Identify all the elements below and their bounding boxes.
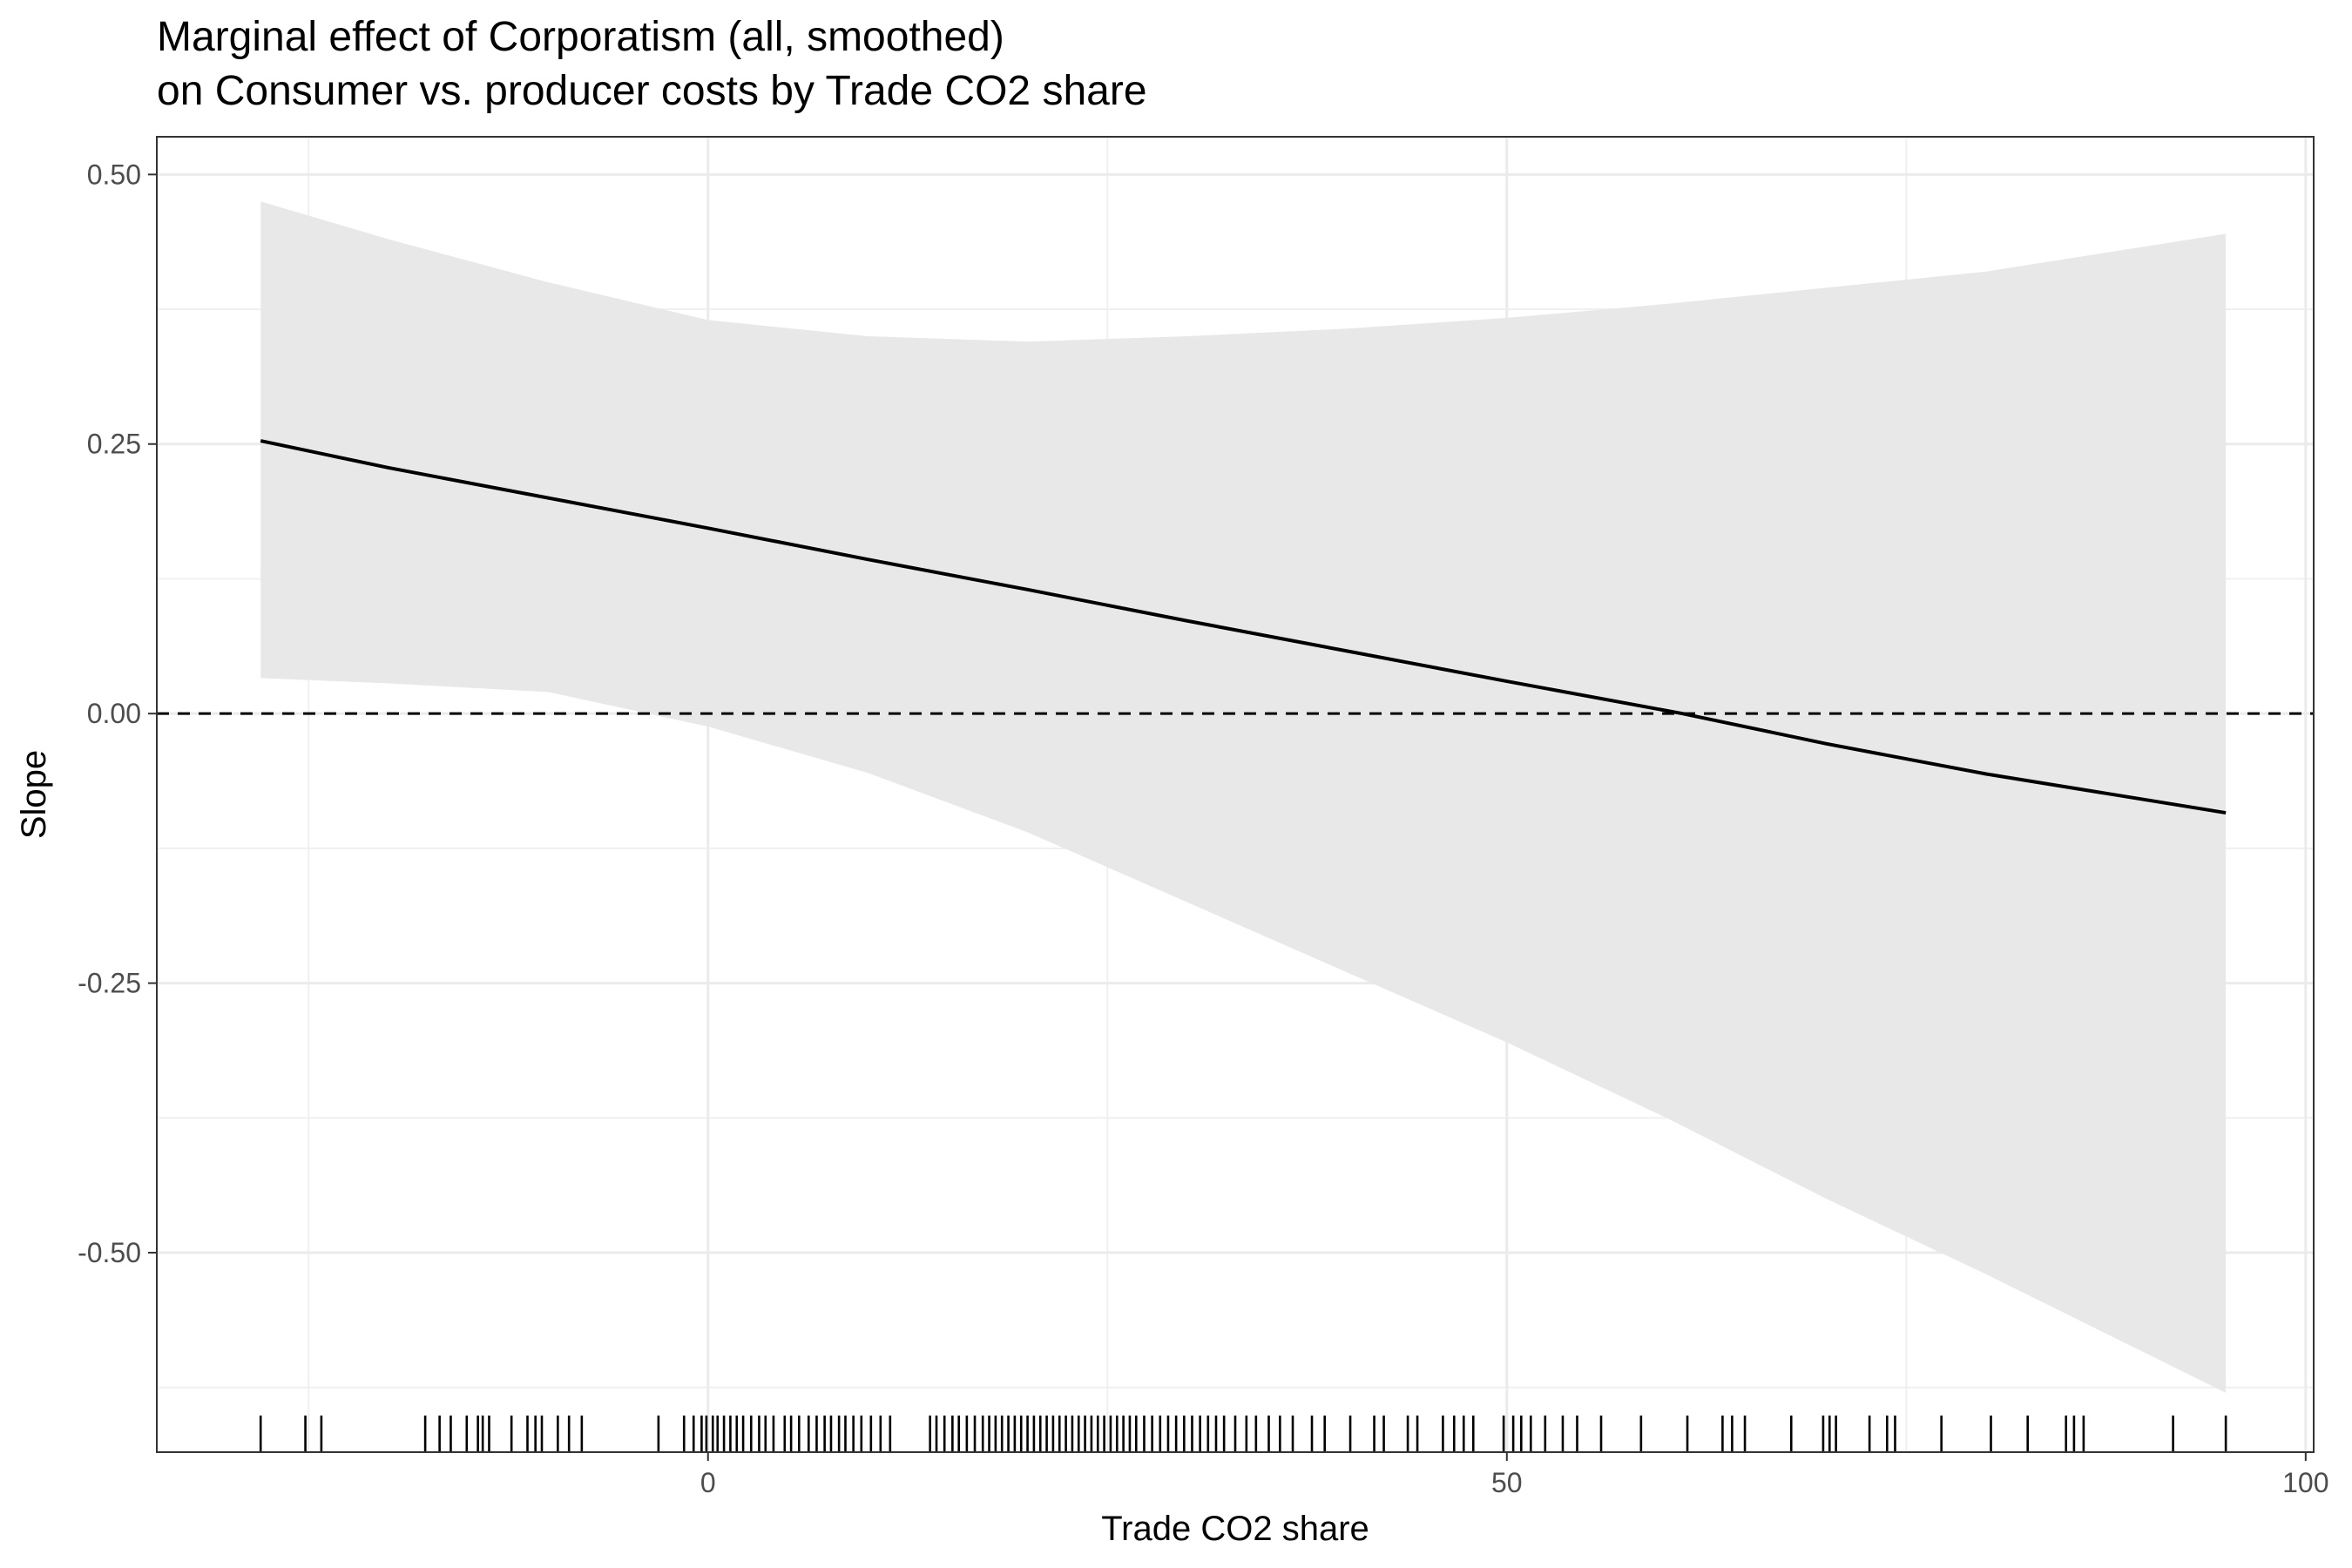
chart-subtitle: on Consumer vs. producer costs by Trade … xyxy=(157,68,1147,114)
y-tick-label: 0.50 xyxy=(87,159,141,190)
x-tick-label: 0 xyxy=(700,1467,716,1498)
x-axis-label: Trade CO2 share xyxy=(1101,1510,1369,1548)
y-tick-label: 0.00 xyxy=(87,698,141,729)
confidence-band-layer xyxy=(260,201,2227,1393)
y-tick-label: 0.25 xyxy=(87,429,141,460)
y-tick-label: -0.50 xyxy=(78,1237,141,1268)
confidence-band xyxy=(260,201,2227,1393)
panel-border xyxy=(156,136,2315,1453)
y-axis-label: Slope xyxy=(15,750,53,839)
series-line-layer xyxy=(260,439,2227,815)
x-axis-ticks: 0 50 100 xyxy=(700,1452,2329,1498)
rug-layer xyxy=(259,1416,2227,1452)
chart-title: Marginal effect of Corporatism (all, smo… xyxy=(157,14,1004,60)
marginal-effect-line xyxy=(260,439,2227,815)
y-axis-ticks: 0.50 0.25 0.00 -0.25 -0.50 xyxy=(78,159,157,1268)
x-tick-label: 100 xyxy=(2282,1467,2328,1498)
y-tick-label: -0.25 xyxy=(78,968,141,999)
x-tick-label: 50 xyxy=(1491,1467,1523,1498)
